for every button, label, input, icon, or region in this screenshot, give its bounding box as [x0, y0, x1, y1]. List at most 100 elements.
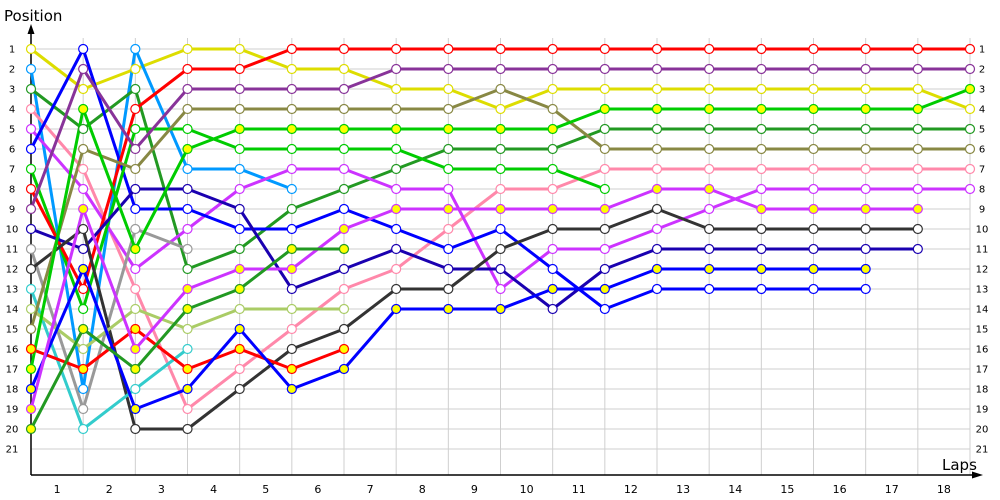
y-tick-label-left: 3	[9, 85, 15, 96]
series-19-point	[286, 263, 297, 275]
series-5-point	[391, 183, 402, 195]
series-15-point	[808, 143, 819, 155]
series-13-point	[130, 383, 141, 395]
series-1-point	[651, 83, 663, 95]
series-17-point	[651, 103, 663, 115]
series-3-point	[912, 123, 923, 135]
series-6-point	[391, 223, 402, 235]
series-17-point	[808, 103, 819, 115]
series-18-point	[443, 303, 454, 315]
series-17-point	[547, 123, 558, 135]
series-18-point	[78, 263, 89, 275]
series-10-point	[704, 243, 715, 255]
series-12-point	[286, 343, 297, 355]
series-3-point	[78, 123, 89, 135]
series-15-point	[182, 103, 193, 115]
series-8-point	[338, 43, 350, 55]
series-19-point	[182, 283, 193, 295]
series-16-point	[130, 323, 141, 335]
series-1-point	[912, 83, 923, 95]
series-19-point	[130, 343, 141, 355]
x-tick-label: 10	[520, 483, 534, 496]
series-8-point	[704, 43, 715, 55]
series-9-point	[547, 63, 558, 75]
series-line-2	[29, 47, 293, 391]
series-9-point	[338, 83, 350, 95]
x-tick-label: 3	[158, 483, 165, 496]
series-8-point	[547, 43, 558, 55]
series-4-point	[599, 163, 610, 175]
series-14-point	[182, 323, 193, 335]
series-10-point	[391, 243, 402, 255]
series-3-point	[704, 123, 715, 135]
series-8-point	[808, 43, 819, 55]
series-18-point	[286, 383, 297, 395]
series-17-point	[130, 243, 141, 255]
series-6-point	[756, 283, 767, 295]
series-14-point	[130, 303, 141, 315]
x-tick-label: 6	[314, 483, 321, 496]
series-20-point	[338, 243, 350, 255]
series-1-point	[25, 43, 37, 55]
series-15-point	[286, 103, 297, 115]
series-3-point	[495, 143, 506, 155]
series-10-point	[338, 263, 350, 275]
y-tick-label-left: 2	[9, 65, 15, 76]
series-7-point	[547, 163, 558, 175]
series-17-point	[495, 123, 506, 135]
series-13-point	[182, 343, 193, 355]
series-1-point	[495, 103, 506, 115]
series-2-point	[78, 383, 89, 395]
series-15-point	[338, 103, 350, 115]
series-19-point	[599, 203, 610, 215]
series-3-point	[391, 163, 402, 175]
series-11-point	[130, 223, 141, 235]
series-19-point	[78, 203, 89, 215]
series-4-point	[860, 163, 871, 175]
series-10-point	[234, 203, 245, 215]
series-15-point	[495, 83, 506, 95]
series-8-point	[234, 63, 245, 75]
y-tick-label-right: 14	[976, 305, 989, 316]
series-8-point	[651, 43, 663, 55]
y-axis-arrow	[27, 24, 35, 34]
series-19-point	[547, 203, 558, 215]
series-3-point	[756, 123, 767, 135]
series-1-point	[391, 83, 402, 95]
series-18-point	[495, 303, 506, 315]
series-12-point	[860, 223, 871, 235]
series-6-point	[651, 283, 663, 295]
series-12-point	[756, 223, 767, 235]
y-tick-label-right: 5	[979, 125, 985, 136]
series-1-point	[443, 83, 454, 95]
series-6-point	[443, 243, 454, 255]
series-18-point	[808, 263, 819, 275]
series-20-point	[130, 363, 141, 375]
x-tick-label: 4	[210, 483, 217, 496]
series-1-point	[547, 83, 558, 95]
series-2-point	[234, 163, 245, 175]
series-14-point	[286, 303, 297, 315]
series-9-point	[130, 143, 141, 155]
series-19-point	[860, 203, 871, 215]
y-axis-title: Position	[4, 7, 62, 25]
series-8-point	[286, 43, 297, 55]
series-19-point	[234, 263, 245, 275]
series-10-point	[130, 183, 141, 195]
y-tick-label-right: 20	[976, 425, 989, 436]
series-4-point	[25, 103, 37, 115]
series-13-point	[78, 423, 89, 435]
series-4-point	[964, 163, 976, 175]
y-tick-label-right: 3	[979, 85, 985, 96]
y-tick-label-left: 17	[6, 365, 19, 376]
x-tick-label: 16	[833, 483, 847, 496]
series-8-point	[78, 283, 89, 295]
series-3-point	[25, 83, 37, 95]
y-tick-label-right: 19	[976, 405, 989, 416]
series-9-point	[599, 63, 610, 75]
series-18-point	[391, 303, 402, 315]
series-5-point	[286, 163, 297, 175]
series-9-point	[912, 63, 923, 75]
series-9-point	[234, 83, 245, 95]
